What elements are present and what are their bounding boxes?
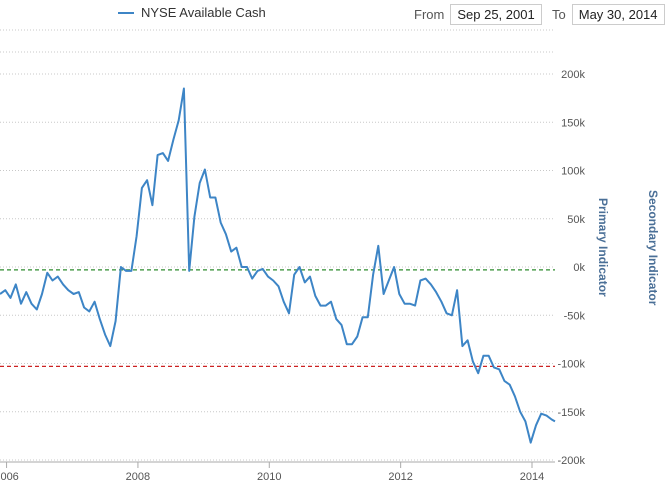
series-line-0	[0, 87, 556, 444]
y-tick-label: 50k	[567, 214, 585, 226]
legend-series-label: NYSE Available Cash	[141, 5, 266, 20]
to-label: To	[552, 7, 566, 22]
y-tick-label: 150k	[561, 117, 585, 129]
x-tick-label: 2012	[388, 471, 412, 483]
y-tick-label: -150k	[557, 407, 585, 419]
y-tick-label: 200k	[561, 69, 585, 81]
legend-line-icon	[118, 11, 134, 14]
x-tick-label: 2010	[257, 471, 281, 483]
from-label: From	[414, 7, 445, 22]
x-tick-label: 2014	[520, 471, 544, 483]
range-to: To May 30, 2014	[552, 4, 665, 25]
secondary-axis-title: Secondary Indicator	[646, 190, 660, 306]
primary-axis-title: Primary Indicator	[596, 198, 610, 297]
y-tick-label: 100k	[561, 166, 585, 178]
y-tick-label: -100k	[557, 359, 585, 371]
to-date-input[interactable]: May 30, 2014	[571, 4, 665, 25]
range-from: From Sep 25, 2001	[414, 4, 542, 25]
x-tick-label: 2008	[126, 471, 150, 483]
y-tick-label: -50k	[564, 310, 586, 322]
y-tick-label: -200k	[557, 455, 585, 467]
from-date-input[interactable]: Sep 25, 2001	[450, 4, 542, 25]
x-tick-label: 2006	[0, 471, 19, 483]
y-tick-label: 0k	[573, 262, 585, 274]
legend[interactable]: NYSE Available Cash	[118, 5, 266, 20]
